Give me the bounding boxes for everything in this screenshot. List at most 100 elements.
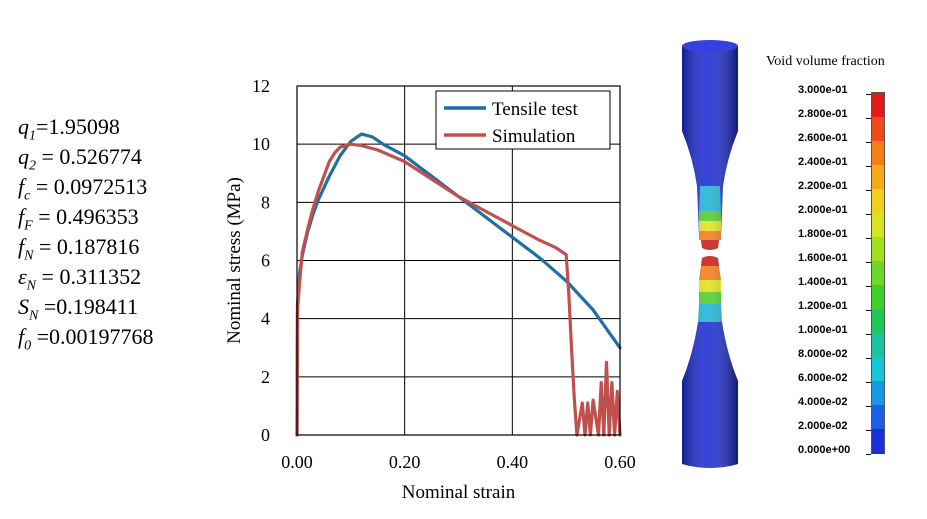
parameter-subscript: 2 xyxy=(29,158,36,174)
parameter-symbol: fN xyxy=(18,234,33,263)
parameter-symbol-base: ε xyxy=(18,264,27,289)
colorbar-tick xyxy=(866,382,871,383)
colorbar-label: 1.800e-01 xyxy=(798,228,848,240)
colorbar-label: 2.000e-01 xyxy=(798,204,848,216)
parameter-value: 1.95098 xyxy=(48,114,120,139)
parameter-subscript: F xyxy=(24,218,33,234)
parameter-symbol-base: f xyxy=(18,204,25,229)
chart-legend: Tensile test Simulation xyxy=(435,90,611,150)
colorbar-tick xyxy=(866,454,871,455)
parameter-row: f0 =0.00197768 xyxy=(18,322,154,353)
series-line-1 xyxy=(295,142,622,437)
x-tick-label: 0.60 xyxy=(604,452,636,472)
parameter-equals: = xyxy=(38,294,57,319)
specimen-contour-image xyxy=(682,40,738,468)
parameter-equals: = xyxy=(32,204,57,229)
parameter-equals: = xyxy=(30,174,54,199)
colorbar-label: 2.800e-01 xyxy=(798,108,848,120)
colorbar: Void volume fraction 3.000e-01 2.800e-01 2… xyxy=(760,50,927,470)
stress-strain-chart: 0.00 0.20 0.40 0.60 0 2 4 6 8 10 12 Nominal strain… xyxy=(224,76,636,503)
parameter-subscript: N xyxy=(24,248,34,264)
parameter-symbol: SN xyxy=(18,294,38,323)
colorbar-label: 6.000e-02 xyxy=(798,372,848,384)
colorbar-tick xyxy=(866,334,871,335)
colorbar-cell xyxy=(872,285,884,310)
colorbar-label: 4.000e-02 xyxy=(798,396,848,408)
plot-frame xyxy=(296,85,621,436)
colorbar-strip xyxy=(871,92,885,454)
parameter-row: fN = 0.187816 xyxy=(18,232,154,263)
parameter-symbol: fc xyxy=(18,174,30,203)
series-line-0 xyxy=(295,132,622,437)
colorbar-label: 3.000e-01 xyxy=(798,84,848,96)
colorbar-tick xyxy=(866,430,871,431)
legend-label: Tensile test xyxy=(492,99,578,120)
parameter-symbol: q1 xyxy=(18,114,36,143)
x-tick-label: 0.20 xyxy=(389,452,421,472)
colorbar-label: 2.000e-02 xyxy=(798,420,848,432)
x-tick-label: 0.00 xyxy=(281,452,313,472)
colorbar-cell xyxy=(872,429,884,454)
parameter-row: fc = 0.0972513 xyxy=(18,172,154,203)
y-tick-label: 8 xyxy=(261,192,270,212)
specimen-upper-part xyxy=(682,40,738,250)
colorbar-label: 2.600e-01 xyxy=(798,132,848,144)
colorbar-label: 0.000e+00 xyxy=(798,444,851,456)
colorbar-cell xyxy=(872,213,884,238)
parameter-symbol-base: q xyxy=(18,144,29,169)
parameter-symbol: f0 xyxy=(18,324,31,353)
y-tick-label: 12 xyxy=(252,76,270,96)
y-tick-label: 2 xyxy=(261,367,270,387)
colorbar-cell xyxy=(872,381,884,406)
colorbar-cell xyxy=(872,357,884,382)
parameter-subscript: N xyxy=(29,308,39,324)
y-tick-label: 10 xyxy=(252,134,270,154)
colorbar-tick xyxy=(866,142,871,143)
colorbar-cell xyxy=(872,165,884,190)
x-axis-label: Nominal strain xyxy=(402,482,516,503)
colorbar-cell xyxy=(872,333,884,358)
parameter-subscript: 0 xyxy=(24,338,32,354)
parameter-symbol-base: f xyxy=(18,174,25,199)
colorbar-label: 2.400e-01 xyxy=(798,156,848,168)
colorbar-tick xyxy=(866,118,871,119)
colorbar-cell xyxy=(872,237,884,262)
colorbar-label: 8.000e-02 xyxy=(798,348,848,360)
parameter-row: SN =0.198411 xyxy=(18,292,154,323)
parameter-equals: = xyxy=(31,324,50,349)
parameter-equals: = xyxy=(36,264,60,289)
colorbar-tick xyxy=(866,166,871,167)
specimen-lower-part xyxy=(682,256,738,468)
colorbar-cell xyxy=(872,405,884,430)
parameter-row: εN = 0.311352 xyxy=(18,262,154,293)
legend-label: Simulation xyxy=(492,126,576,147)
legend-box xyxy=(435,90,611,150)
parameter-equals: = xyxy=(36,144,60,169)
parameter-list: q1=1.95098 q2 = 0.526774 fc = 0.0972513 fF … xyxy=(18,112,154,353)
colorbar-tick xyxy=(866,310,871,311)
y-tick-label: 0 xyxy=(261,425,270,445)
colorbar-tick xyxy=(866,406,871,407)
colorbar-label: 1.000e-01 xyxy=(798,324,848,336)
parameter-value: 0.198411 xyxy=(56,294,138,319)
parameter-subscript: N xyxy=(26,278,37,294)
parameter-row: q2 = 0.526774 xyxy=(18,142,154,173)
colorbar-label: 2.200e-01 xyxy=(798,180,848,192)
colorbar-cell xyxy=(872,93,884,118)
colorbar-tick xyxy=(866,358,871,359)
parameter-symbol: εN xyxy=(18,264,36,293)
parameter-symbol: q2 xyxy=(18,144,36,173)
parameter-equals: = xyxy=(36,114,49,139)
parameter-symbol: fF xyxy=(18,204,33,233)
colorbar-label: 1.400e-01 xyxy=(798,276,848,288)
colorbar-tick xyxy=(866,94,871,95)
chart-ticks: 0.00 0.20 0.40 0.60 0 2 4 6 8 10 12 xyxy=(252,76,636,472)
y-axis-label: Nominal stress (MPa) xyxy=(224,177,245,344)
parameter-value: 0.0972513 xyxy=(53,174,148,199)
colorbar-tick xyxy=(866,190,871,191)
parameter-value: 0.187816 xyxy=(56,234,140,259)
y-tick-label: 6 xyxy=(261,251,270,271)
colorbar-label: 1.200e-01 xyxy=(798,300,848,312)
parameter-value: 0.00197768 xyxy=(49,324,154,349)
colorbar-tick xyxy=(866,238,871,239)
